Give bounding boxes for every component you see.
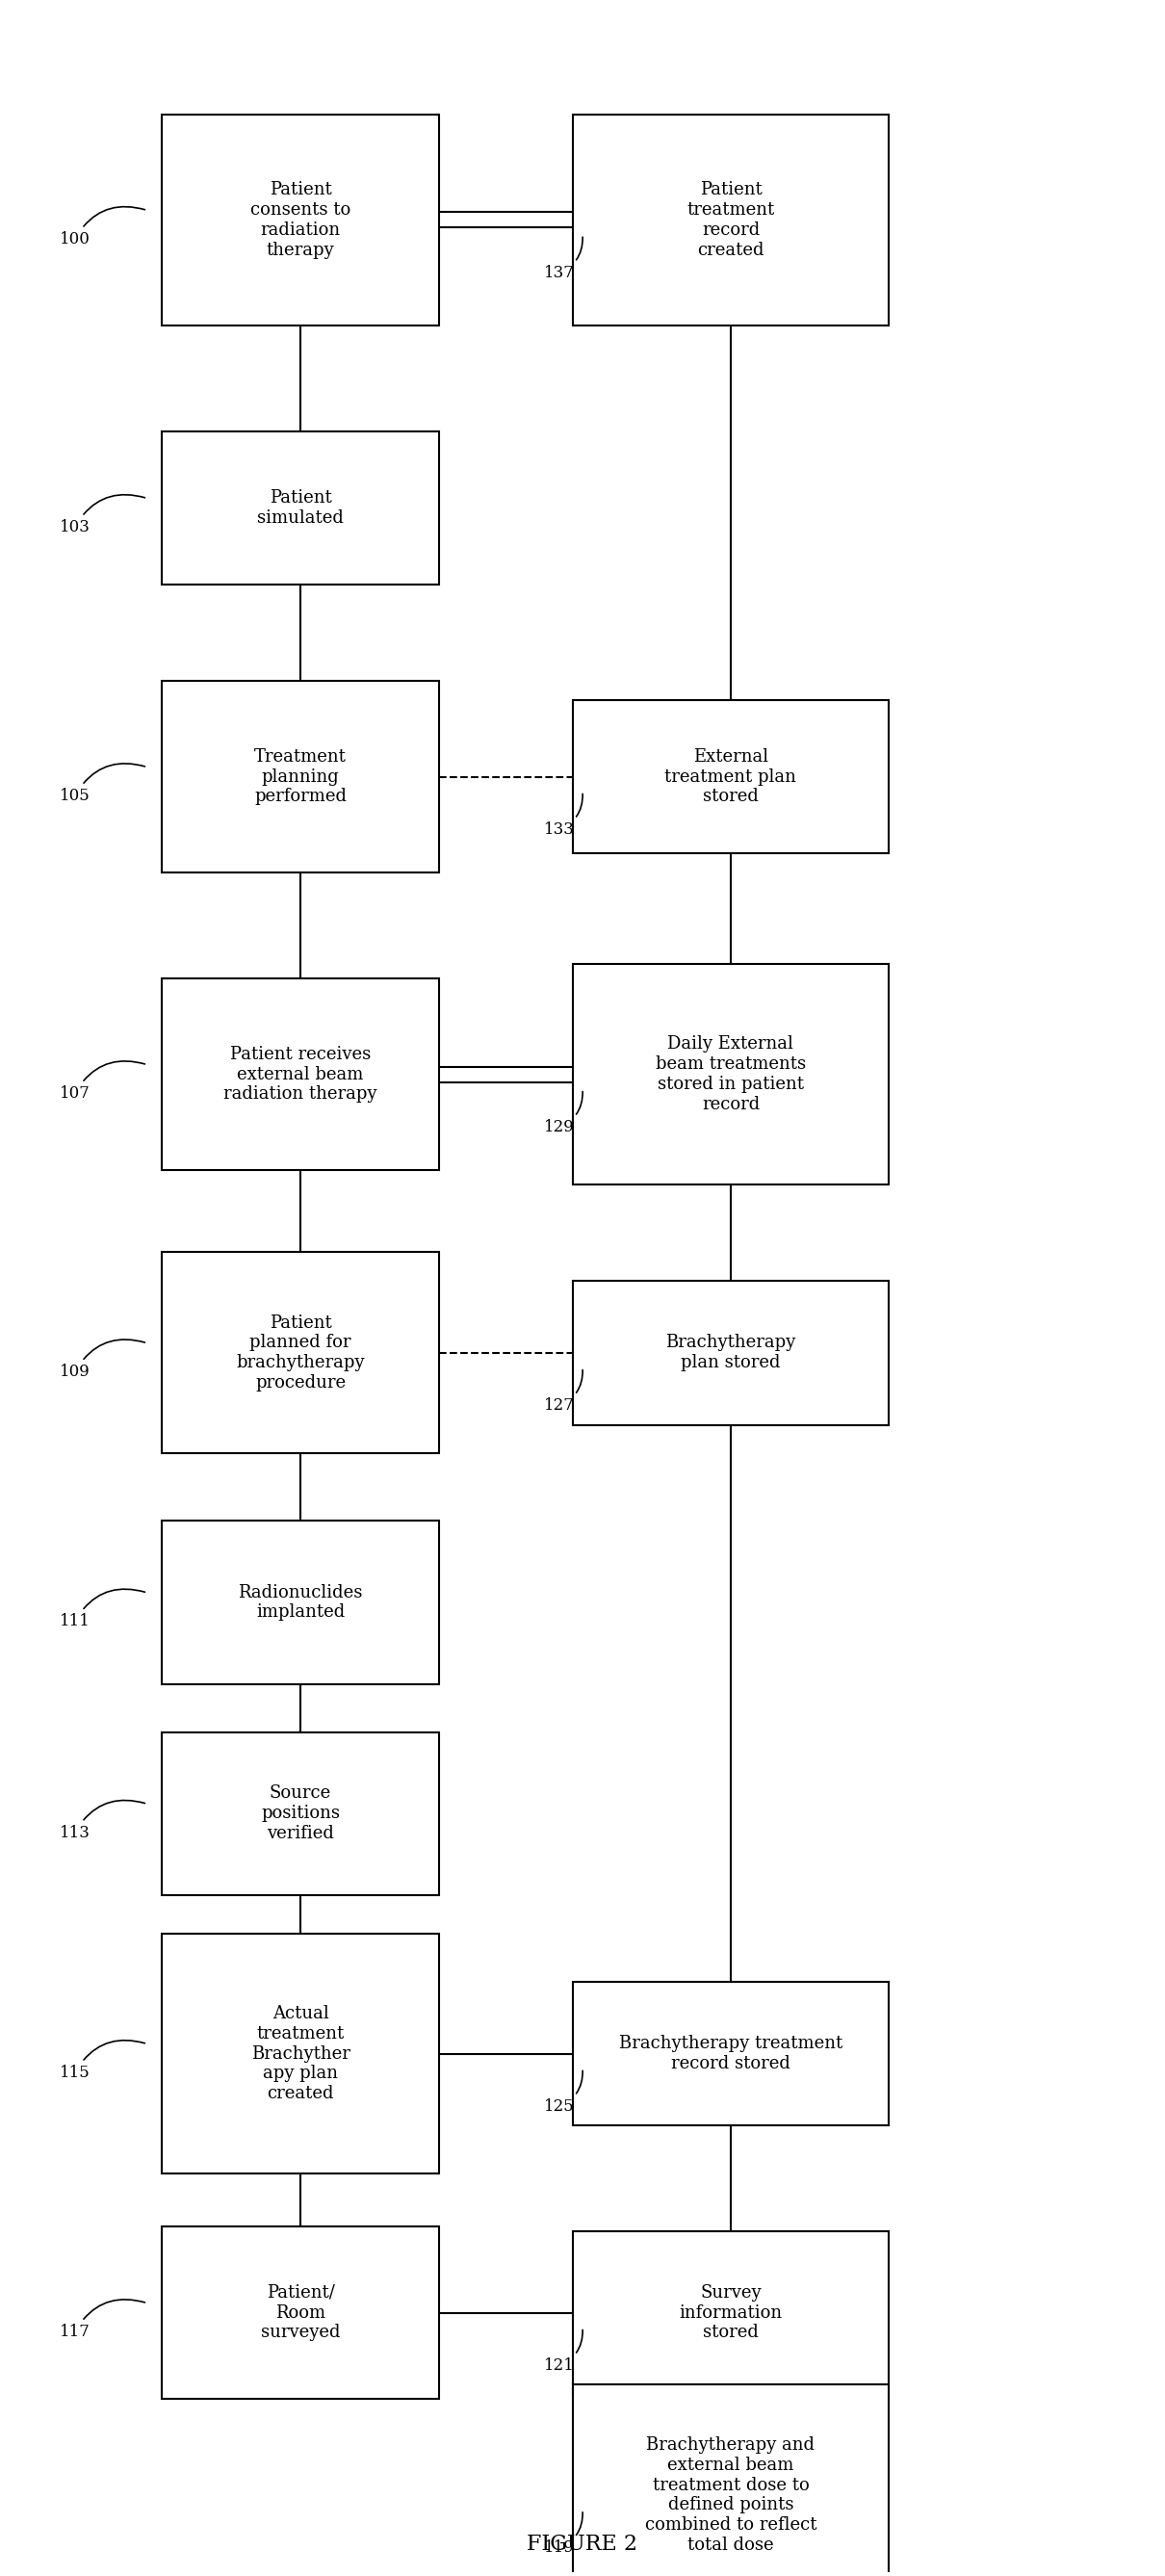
Text: Brachytherapy treatment
record stored: Brachytherapy treatment record stored — [619, 2035, 842, 2071]
Text: Patient
treatment
record
created: Patient treatment record created — [687, 180, 775, 258]
Text: 100: 100 — [59, 206, 144, 247]
FancyBboxPatch shape — [573, 2385, 889, 2576]
Text: External
treatment plan
stored: External treatment plan stored — [665, 747, 797, 806]
FancyBboxPatch shape — [162, 2226, 439, 2398]
FancyBboxPatch shape — [573, 963, 889, 1185]
Text: Treatment
planning
performed: Treatment planning performed — [254, 747, 347, 806]
Text: Source
positions
verified: Source positions verified — [261, 1785, 340, 1842]
Text: 109: 109 — [59, 1340, 144, 1381]
Text: 133: 133 — [544, 793, 582, 837]
Text: 127: 127 — [544, 1370, 582, 1414]
FancyBboxPatch shape — [573, 701, 889, 853]
FancyBboxPatch shape — [162, 979, 439, 1170]
Text: Survey
information
stored: Survey information stored — [679, 2285, 782, 2342]
FancyBboxPatch shape — [573, 1280, 889, 1425]
Text: Patient receives
external beam
radiation therapy: Patient receives external beam radiation… — [224, 1046, 377, 1103]
Text: Brachytherapy and
external beam
treatment dose to
defined points
combined to ref: Brachytherapy and external beam treatmen… — [644, 2437, 817, 2553]
Text: 115: 115 — [59, 2040, 144, 2081]
Text: 103: 103 — [59, 495, 144, 536]
Text: Actual
treatment
Brachyther
apy plan
created: Actual treatment Brachyther apy plan cre… — [250, 2004, 350, 2102]
FancyBboxPatch shape — [573, 2231, 889, 2393]
Text: Patient
planned for
brachytherapy
procedure: Patient planned for brachytherapy proced… — [236, 1314, 365, 1391]
Text: 107: 107 — [59, 1061, 144, 1103]
FancyBboxPatch shape — [573, 1981, 889, 2125]
FancyBboxPatch shape — [162, 113, 439, 325]
Text: Brachytherapy
plan stored: Brachytherapy plan stored — [665, 1334, 796, 1370]
Text: 129: 129 — [544, 1092, 582, 1136]
FancyBboxPatch shape — [162, 430, 439, 585]
FancyBboxPatch shape — [573, 113, 889, 325]
Text: 119: 119 — [544, 2512, 582, 2555]
Text: 137: 137 — [544, 237, 582, 281]
Text: 117: 117 — [59, 2300, 144, 2339]
Text: FIGURE 2: FIGURE 2 — [527, 2535, 638, 2555]
Text: 121: 121 — [544, 2329, 582, 2372]
Text: Patient
consents to
radiation
therapy: Patient consents to radiation therapy — [250, 180, 351, 258]
FancyBboxPatch shape — [162, 1731, 439, 1896]
Text: 105: 105 — [59, 762, 144, 804]
Text: Patient
simulated: Patient simulated — [257, 489, 344, 526]
Text: 113: 113 — [59, 1801, 144, 1842]
Text: Patient/
Room
surveyed: Patient/ Room surveyed — [261, 2285, 340, 2342]
FancyBboxPatch shape — [162, 1520, 439, 1685]
Text: Daily External
beam treatments
stored in patient
record: Daily External beam treatments stored in… — [656, 1036, 806, 1113]
Text: Radionuclides
implanted: Radionuclides implanted — [238, 1584, 362, 1620]
FancyBboxPatch shape — [162, 680, 439, 873]
FancyBboxPatch shape — [162, 1935, 439, 2174]
Text: 111: 111 — [59, 1589, 144, 1631]
FancyBboxPatch shape — [162, 1252, 439, 1453]
Text: 125: 125 — [544, 2071, 582, 2115]
